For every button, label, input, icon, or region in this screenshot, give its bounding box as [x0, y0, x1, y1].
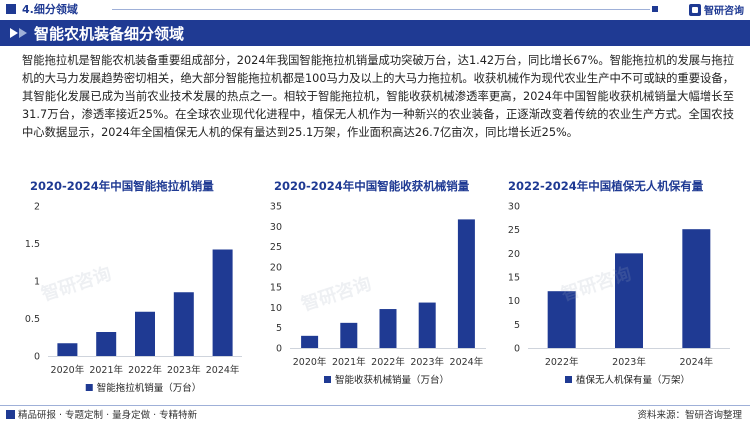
- header-rule: [112, 9, 650, 10]
- x-tick-label: 2020年: [51, 364, 85, 376]
- body-paragraph: 智能拖拉机是智能农机装备重要组成部分，2024年我国智能拖拉机销量成功突破万台，…: [22, 54, 734, 139]
- harvester-sales-chart: 0 5 10 15 20 25 30 35 2020年 2021年 2022年 2023年 2024年智…: [270, 202, 486, 386]
- y-tick-label: 5: [276, 323, 282, 334]
- footer-icon: [6, 409, 15, 419]
- chart-3-title: 2022-2024年中国植保无人机保有量: [508, 179, 704, 193]
- legend-swatch: [565, 376, 572, 383]
- y-tick-label: 10: [508, 296, 520, 307]
- y-tick-label: 0: [34, 352, 40, 363]
- y-tick-label: 0: [514, 344, 520, 355]
- bar: [301, 335, 319, 348]
- chart-2-title: 2020-2024年中国智能收获机械销量: [274, 179, 470, 193]
- y-tick-label: 25: [508, 225, 520, 236]
- logo-icon: [689, 3, 701, 16]
- y-tick-label: 15: [270, 283, 282, 294]
- footer-rule: [0, 405, 750, 406]
- logo-text: 智研咨询: [704, 6, 744, 17]
- bar: [457, 219, 475, 348]
- section-marker-icon: [6, 4, 16, 14]
- x-tick-label: 2024年: [450, 356, 484, 368]
- x-tick-label: 2023年: [410, 356, 444, 368]
- y-tick-label: 20: [270, 262, 282, 273]
- bar: [212, 249, 233, 356]
- legend-swatch: [85, 384, 93, 391]
- arrow-icon: [10, 28, 18, 38]
- company-logo: 智研咨询: [689, 2, 744, 17]
- y-tick-label: 0.5: [25, 314, 40, 325]
- x-tick-label: 2020年: [293, 356, 327, 368]
- footer-slogan: 精品研报 · 专题定制 · 量身定做 · 专精特新: [6, 407, 197, 421]
- bar: [547, 291, 576, 348]
- bar: [96, 332, 117, 356]
- x-tick-label: 2022年: [545, 356, 579, 368]
- tractor-sales-chart: 0 0.5 1 1.5 2 2020年 2021年 2022年 2023年 2024年智能拖拉机销…: [25, 202, 242, 394]
- x-tick-label: 2024年: [206, 364, 240, 376]
- bar: [135, 311, 155, 356]
- bar: [173, 292, 194, 356]
- y-tick-label: 25: [270, 242, 282, 253]
- y-tick-label: 30: [508, 202, 520, 213]
- bar: [379, 309, 397, 348]
- y-tick-label: 10: [270, 303, 282, 314]
- x-tick-label: 2023年: [167, 364, 201, 376]
- footer: 精品研报 · 专题定制 · 量身定做 · 专精特新 资料来源：智研咨询整理: [0, 405, 750, 421]
- x-tick-label: 2024年: [679, 356, 713, 368]
- top-bar: 4.细分领域 智研咨询: [0, 0, 750, 18]
- y-tick-label: 35: [270, 202, 282, 213]
- header-dot-icon: [652, 6, 658, 12]
- bar: [57, 343, 78, 356]
- y-tick-label: 2: [34, 202, 40, 213]
- footer-source: 资料来源：智研咨询整理: [637, 410, 742, 421]
- chart-1-title: 2020-2024年中国智能拖拉机销量: [30, 179, 214, 193]
- bar: [340, 322, 358, 348]
- legend-swatch: [324, 376, 331, 383]
- x-tick-label: 2023年: [612, 356, 646, 368]
- x-tick-label: 2022年: [128, 364, 162, 376]
- title-banner: 智能农机装备细分领域: [0, 20, 750, 46]
- bar: [418, 302, 436, 348]
- x-tick-label: 2021年: [332, 356, 366, 368]
- y-tick-label: 15: [508, 273, 520, 284]
- arrow-icon-secondary: [19, 28, 27, 38]
- bar: [682, 229, 711, 348]
- bar: [615, 253, 643, 348]
- y-tick-label: 20: [508, 249, 520, 260]
- y-tick-label: 1: [34, 277, 40, 288]
- y-tick-label: 1.5: [25, 239, 40, 250]
- legend-label: 智能收获机械销量（万台）: [335, 374, 449, 386]
- y-tick-label: 30: [270, 222, 282, 233]
- page-title: 智能农机装备细分领域: [34, 25, 185, 43]
- legend-label: 植保无人机保有量（万架）: [576, 374, 690, 386]
- section-label: 4.细分领域: [22, 3, 78, 16]
- footer-slogan-text: 精品研报 · 专题定制 · 量身定做 · 专精特新: [18, 410, 198, 421]
- legend-label: 智能拖拉机销量（万台）: [97, 382, 202, 394]
- y-tick-label: 5: [514, 320, 520, 331]
- x-tick-label: 2021年: [89, 364, 123, 376]
- x-tick-label: 2022年: [371, 356, 405, 368]
- y-tick-label: 0: [276, 344, 282, 355]
